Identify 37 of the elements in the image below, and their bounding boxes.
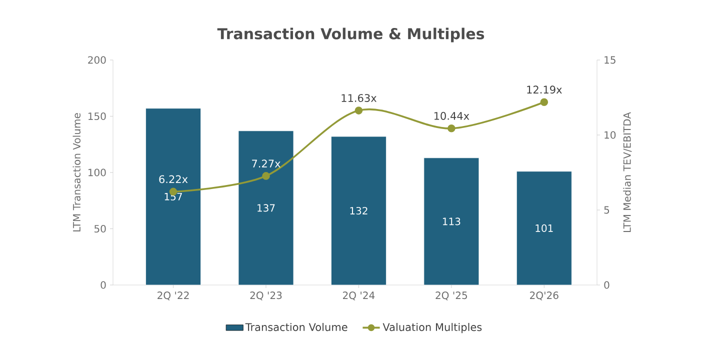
data-label: 11.63x <box>342 94 376 102</box>
x-tick-label: 2Q '22 <box>158 292 189 300</box>
y2-tick-label: 5 <box>604 206 610 214</box>
data-label: 132 <box>350 206 368 215</box>
y-tick-label: 150 <box>88 112 106 120</box>
x-tick-label: 2Q '25 <box>436 292 467 300</box>
y2-tick-label: 15 <box>604 56 616 64</box>
y-tick-label: 0 <box>100 281 106 289</box>
data-label: 10.44x <box>434 112 470 120</box>
data-label: 6.22x <box>159 175 188 184</box>
bar <box>331 136 386 285</box>
data-label: 7.27x <box>252 160 280 168</box>
y-tick-label: 200 <box>88 56 106 64</box>
point <box>540 98 548 106</box>
bar <box>516 171 572 285</box>
y-tick-label: 50 <box>94 224 106 233</box>
bar <box>146 108 201 285</box>
data-label: 12.19x <box>527 86 562 94</box>
data-label: 101 <box>536 224 553 232</box>
x-tick-label: 2Q'26 <box>530 292 558 300</box>
chart-title: Transaction Volume & Multiples <box>217 28 484 42</box>
point <box>262 172 270 180</box>
y2-axis-title: LTM Median TEV/EBITDA <box>623 112 632 232</box>
y-tick-label: 100 <box>88 168 106 176</box>
y2-tick-label: 10 <box>604 131 616 139</box>
legend-label: Valuation Multiples <box>382 322 482 334</box>
x-tick-label: 2Q '23 <box>250 292 282 300</box>
legend-label: Transaction Volume <box>245 322 348 332</box>
y2-tick-label: 0 <box>604 281 610 289</box>
y-axis-title: LTM Transaction Volume <box>72 113 81 232</box>
point <box>354 106 363 114</box>
bar <box>424 158 480 285</box>
data-label: 137 <box>258 204 275 212</box>
point <box>448 124 456 132</box>
data-label: 113 <box>442 218 460 226</box>
x-tick-label: 2Q '24 <box>343 292 375 300</box>
bar <box>238 130 294 285</box>
